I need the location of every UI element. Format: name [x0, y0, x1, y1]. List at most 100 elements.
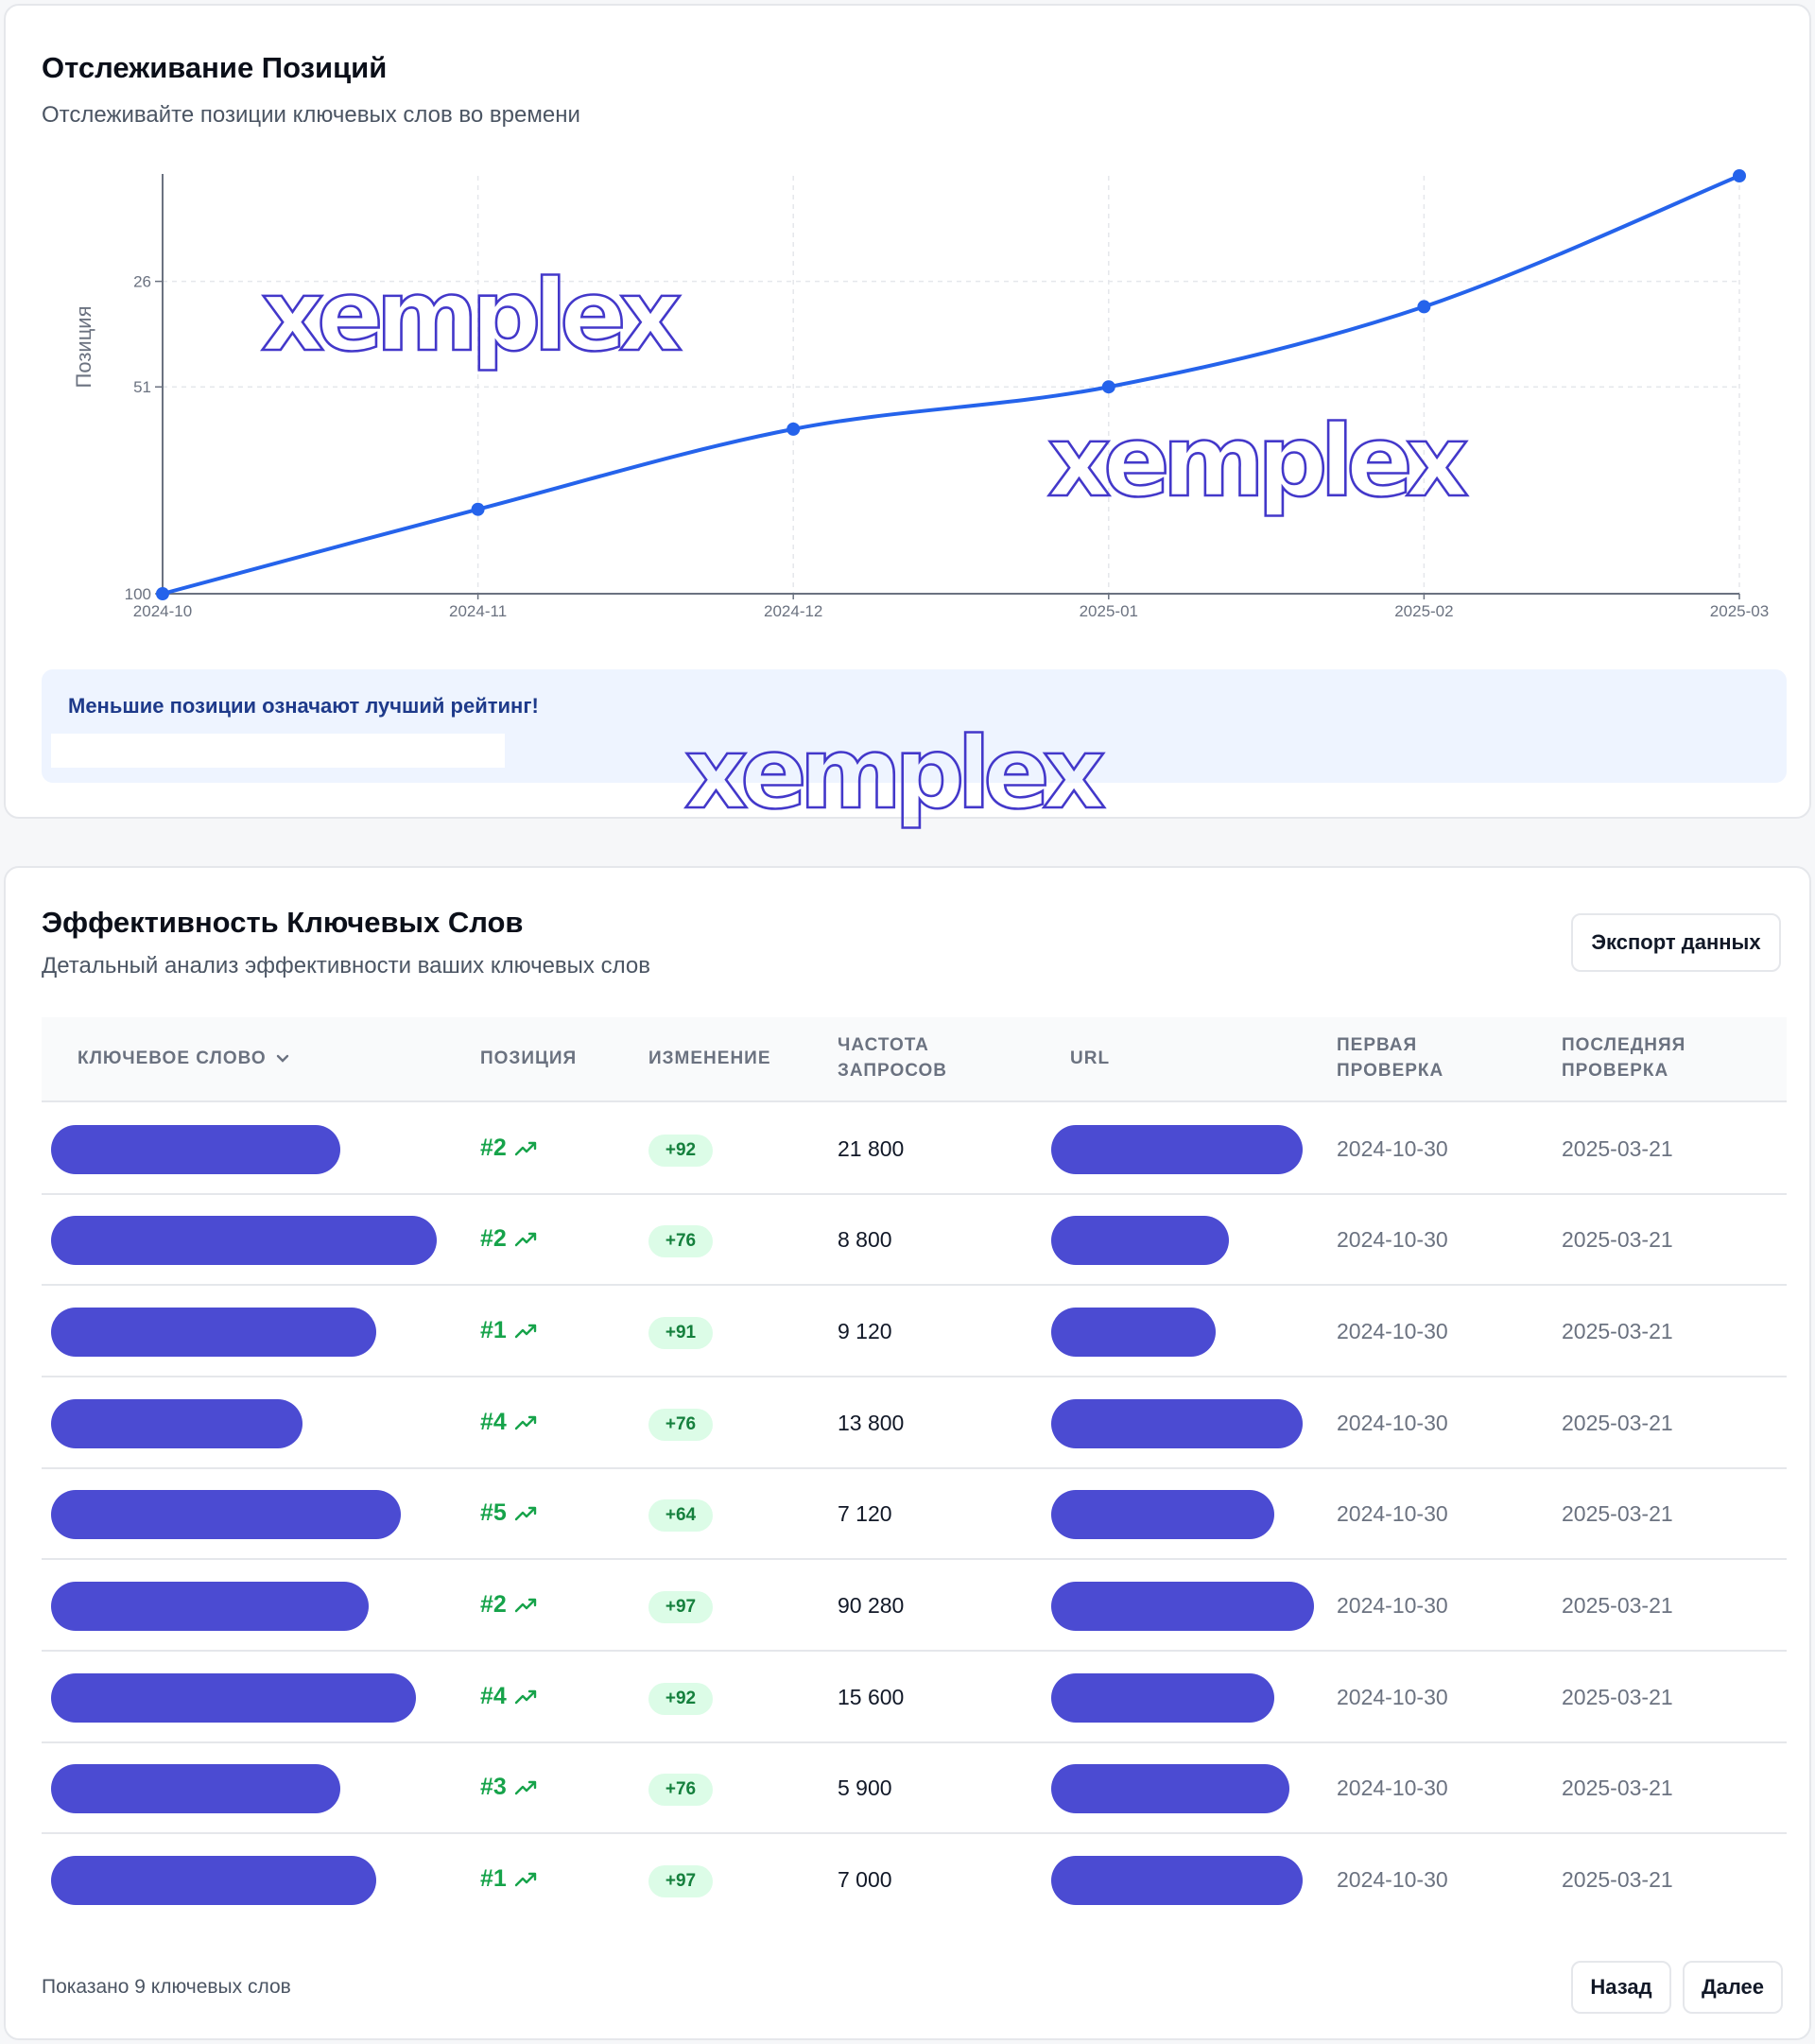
- chart-x-ticks: 2024-10 2024-11 2024-12 2025-01 2025-02 2025-…: [133, 594, 1769, 620]
- chart-axes: [162, 174, 1739, 595]
- column-header-keyword[interactable]: КЛЮЧЕВОЕ СЛОВО: [78, 1046, 291, 1071]
- chevron-down-icon: [276, 1054, 288, 1063]
- frequency-cell: 5 900: [838, 1776, 892, 1800]
- info-callout: Меньшие позиции означают лучший рейтинг!: [42, 669, 1787, 783]
- position-value: #1: [480, 1317, 507, 1343]
- data-point: [1733, 169, 1746, 182]
- trending-up-icon: [514, 1780, 537, 1794]
- last-check-cell: 2025-03-21: [1562, 1319, 1673, 1343]
- redacted-keyword: [51, 1490, 401, 1539]
- last-check-cell: 2025-03-21: [1562, 1411, 1673, 1435]
- table-row: #1 +97 7 000 2024-10-30 2025-03-21: [42, 1835, 1787, 1926]
- column-header-frequency-line1: ЧАСТОТА: [838, 1035, 929, 1055]
- column-header-last-check: ПОСЛЕДНЯЯ ПРОВЕРКА: [1562, 1032, 1685, 1083]
- redacted-keyword: [51, 1125, 340, 1174]
- position-cell: #2: [480, 1225, 539, 1253]
- table-header: КЛЮЧЕВОЕ СЛОВО ПОЗИЦИЯ ИЗМЕНЕНИЕ ЧАСТОТА…: [42, 1017, 1787, 1102]
- frequency-cell: 90 280: [838, 1593, 905, 1618]
- first-check-cell: 2024-10-30: [1337, 1319, 1448, 1343]
- redacted-keyword: [51, 1399, 302, 1448]
- first-check-cell: 2024-10-30: [1337, 1136, 1448, 1161]
- tracking-title: Отслеживание Позиций: [42, 51, 388, 84]
- frequency-cell: 13 800: [838, 1411, 905, 1435]
- next-page-button[interactable]: Далее: [1683, 1961, 1783, 2014]
- redacted-url: [1051, 1308, 1216, 1357]
- position-cell: #3: [480, 1774, 539, 1801]
- position-cell: #2: [480, 1591, 539, 1619]
- x-tick-label: 2025-01: [1080, 602, 1138, 620]
- trending-up-icon: [514, 1232, 537, 1246]
- change-badge: +76: [648, 1774, 713, 1806]
- column-header-first-check-line2: ПРОВЕРКА: [1337, 1061, 1444, 1081]
- series-line: [162, 174, 1740, 596]
- info-text: Меньшие позиции означают лучший рейтинг!: [68, 694, 539, 718]
- position-value: #4: [480, 1409, 507, 1435]
- export-data-button[interactable]: Экспорт данных: [1571, 913, 1781, 972]
- redacted-keyword: [51, 1764, 340, 1813]
- chart-series: [156, 169, 1746, 600]
- first-check-cell: 2024-10-30: [1337, 1411, 1448, 1435]
- table-row: #2 +76 8 800 2024-10-30 2025-03-21: [42, 1195, 1787, 1286]
- redacted-url: [1051, 1856, 1303, 1905]
- trending-up-icon: [514, 1598, 537, 1612]
- column-header-last-check-line1: ПОСЛЕДНЯЯ: [1562, 1035, 1686, 1055]
- x-tick-label: 2025-03: [1710, 602, 1769, 620]
- position-cell: #1: [480, 1317, 539, 1344]
- redacted-url: [1051, 1399, 1303, 1448]
- chart-y-axis-title: Позиция: [72, 306, 95, 389]
- last-check-cell: 2025-03-21: [1562, 1501, 1673, 1526]
- change-badge: +76: [648, 1409, 713, 1441]
- data-point: [471, 502, 485, 516]
- prev-page-button[interactable]: Назад: [1571, 1961, 1671, 2014]
- change-badge: +92: [648, 1683, 713, 1715]
- redacted-keyword: [51, 1673, 416, 1723]
- change-badge: +97: [648, 1865, 713, 1897]
- position-value: #2: [480, 1135, 507, 1161]
- x-tick-label: 2024-11: [449, 602, 507, 620]
- position-cell: #4: [480, 1409, 539, 1436]
- frequency-cell: 7 120: [838, 1501, 892, 1526]
- redacted-url: [1051, 1673, 1274, 1723]
- redacted-block: [51, 734, 505, 768]
- table-row: #5 +64 7 120 2024-10-30 2025-03-21: [42, 1469, 1787, 1560]
- column-header-position: ПОЗИЦИЯ: [480, 1048, 578, 1068]
- column-header-change: ИЗМЕНЕНИЕ: [648, 1048, 771, 1068]
- redacted-keyword: [51, 1582, 369, 1631]
- table-row: #2 +92 21 800 2024-10-30 2025-03-21: [42, 1104, 1787, 1195]
- first-check-cell: 2024-10-30: [1337, 1776, 1448, 1800]
- x-tick-label: 2024-10: [133, 602, 192, 620]
- x-tick-label: 2025-02: [1394, 602, 1453, 620]
- position-value: #2: [480, 1591, 507, 1618]
- column-header-frequency-line2: ЗАПРОСОВ: [838, 1061, 947, 1081]
- y-tick-label: 26: [133, 273, 151, 291]
- last-check-cell: 2025-03-21: [1562, 1867, 1673, 1892]
- column-header-last-check-line2: ПРОВЕРКА: [1562, 1061, 1669, 1081]
- x-tick-label: 2024-12: [764, 602, 822, 620]
- position-cell: #2: [480, 1135, 539, 1162]
- table-row: #4 +76 13 800 2024-10-30 2025-03-21: [42, 1378, 1787, 1469]
- data-point: [156, 587, 169, 600]
- trending-up-icon: [514, 1324, 537, 1338]
- table-row: #2 +97 90 280 2024-10-30 2025-03-21: [42, 1561, 1787, 1652]
- trending-up-icon: [514, 1872, 537, 1886]
- redacted-keyword: [51, 1216, 437, 1265]
- position-value: #3: [480, 1774, 507, 1800]
- first-check-cell: 2024-10-30: [1337, 1685, 1448, 1709]
- position-value: #4: [480, 1683, 507, 1709]
- column-header-first-check: ПЕРВАЯ ПРОВЕРКА: [1337, 1032, 1443, 1083]
- chart-y-ticks: 26 51 100: [125, 273, 163, 603]
- results-count: Показано 9 ключевых слов: [42, 1976, 291, 1998]
- y-tick-label: 100: [125, 585, 151, 603]
- watermark: xemplex: [260, 258, 683, 373]
- first-check-cell: 2024-10-30: [1337, 1501, 1448, 1526]
- redacted-url: [1051, 1216, 1229, 1265]
- trending-up-icon: [514, 1689, 537, 1704]
- column-header-url: URL: [1070, 1048, 1111, 1068]
- first-check-cell: 2024-10-30: [1337, 1867, 1448, 1892]
- data-point: [1417, 300, 1431, 314]
- change-badge: +64: [648, 1499, 713, 1532]
- position-cell: #4: [480, 1683, 539, 1710]
- trending-up-icon: [514, 1141, 537, 1155]
- last-check-cell: 2025-03-21: [1562, 1776, 1673, 1800]
- redacted-keyword: [51, 1856, 376, 1905]
